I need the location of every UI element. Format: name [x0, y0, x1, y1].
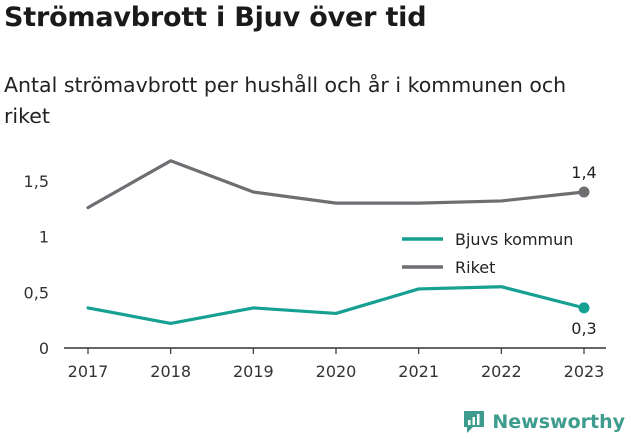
chart-title: Strömavbrott i Bjuv över tid: [4, 2, 427, 33]
x-tick-label: 2022: [481, 362, 522, 381]
y-tick-label: 1: [39, 228, 49, 247]
x-tick-label: 2023: [564, 362, 605, 381]
brand-name: Newsworthy: [492, 411, 625, 433]
chart-subtitle: Antal strömavbrott per hushåll och år i …: [4, 73, 567, 128]
y-tick-label: 0,5: [24, 283, 49, 302]
x-tick-label: 2017: [68, 362, 109, 381]
end-value-label: 0,3: [571, 319, 596, 338]
x-tick-label: 2021: [398, 362, 439, 381]
x-tick-label: 2018: [150, 362, 191, 381]
end-point-marker: [578, 302, 590, 314]
legend-label: Riket: [455, 258, 495, 277]
series-line: [86, 159, 586, 210]
x-tick-label: 2020: [316, 362, 357, 381]
end-value-label: 1,4: [571, 163, 596, 182]
legend-label: Bjuvs kommun: [455, 230, 573, 249]
brand-logo: Newsworthy: [462, 409, 625, 435]
x-tick-label: 2019: [233, 362, 274, 381]
y-tick-label: 0: [39, 339, 49, 358]
series-line: [86, 285, 586, 326]
end-point-marker: [578, 186, 590, 198]
y-tick-label: 1,5: [24, 172, 49, 191]
newsworthy-logo-icon: [464, 411, 485, 433]
